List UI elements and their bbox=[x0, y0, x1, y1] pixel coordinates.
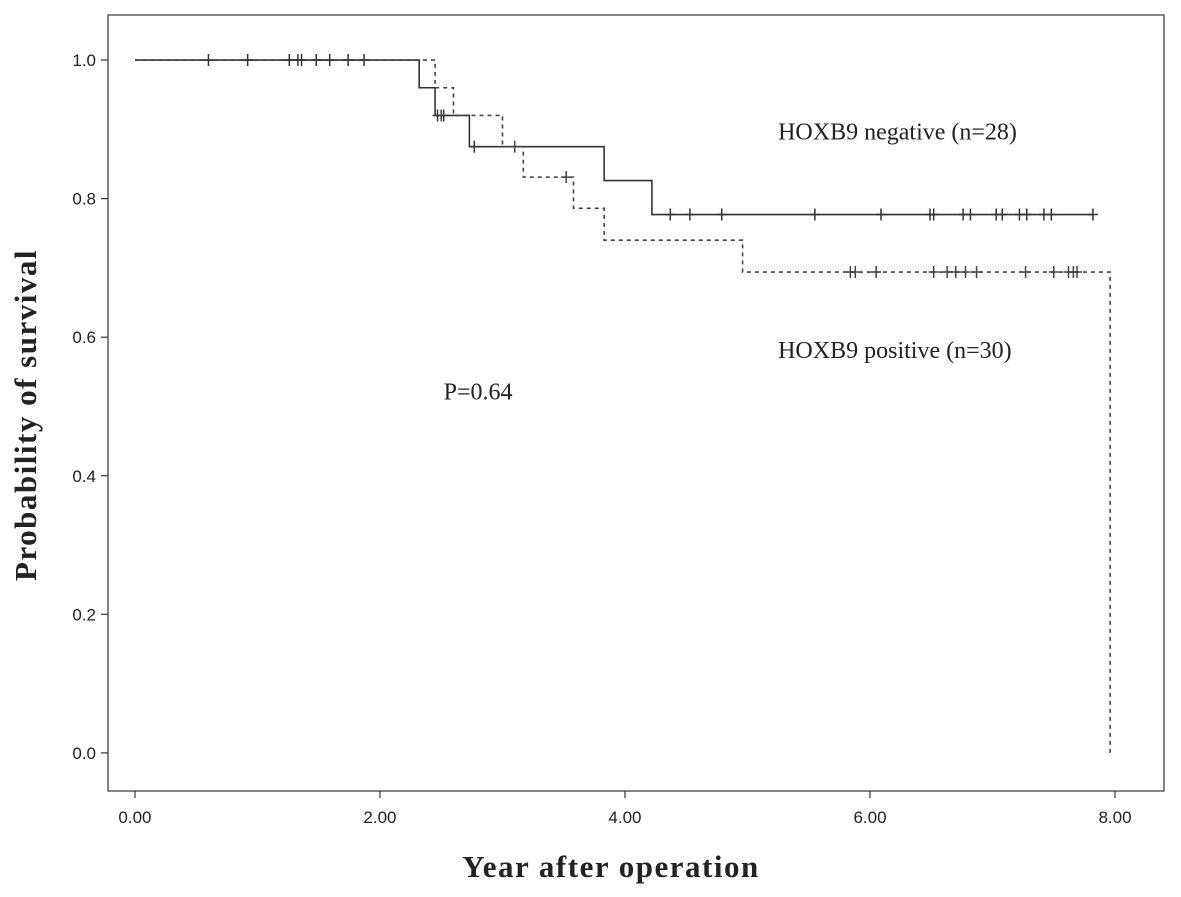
censor-mark bbox=[561, 171, 572, 184]
plot-frame bbox=[107, 14, 1165, 792]
censor-mark bbox=[359, 54, 370, 67]
censor-mark bbox=[1020, 266, 1031, 279]
censor-mark bbox=[311, 54, 322, 67]
y-axis-title: Probability of survival bbox=[8, 249, 43, 581]
censor-mark bbox=[509, 140, 520, 153]
x-tick-label: 8.00 bbox=[1098, 808, 1131, 827]
censor-mark bbox=[1087, 208, 1098, 221]
y-tick-label: 0.4 bbox=[72, 467, 96, 486]
x-axis-title: Year after operation bbox=[462, 849, 759, 884]
censor-mark bbox=[928, 266, 939, 279]
x-tick-label: 6.00 bbox=[853, 808, 886, 827]
annotation-1: HOXB9 negative (n=28) bbox=[778, 120, 1017, 146]
censor-mark bbox=[469, 140, 480, 153]
censor-mark bbox=[436, 109, 447, 122]
annotations: HOXB9 negative (n=28) HOXB9 positive (n=3… bbox=[444, 120, 1017, 406]
x-tick-label: 4.00 bbox=[608, 808, 641, 827]
censor-mark bbox=[876, 208, 887, 221]
censor-mark bbox=[1046, 208, 1057, 221]
censor-marks bbox=[203, 54, 1098, 279]
censor-mark bbox=[942, 266, 953, 279]
y-tick-label: 1.0 bbox=[72, 51, 96, 70]
censor-mark bbox=[296, 54, 307, 67]
censor-mark bbox=[343, 54, 354, 67]
censor-mark bbox=[665, 208, 676, 221]
y-tick-label: 0.8 bbox=[72, 190, 96, 209]
censor-mark bbox=[928, 208, 939, 221]
censor-mark bbox=[203, 54, 214, 67]
survival-curve-2 bbox=[134, 59, 1111, 753]
y-tick-label: 0.6 bbox=[72, 328, 96, 347]
censor-mark bbox=[965, 208, 976, 221]
y-tick-label: 0.0 bbox=[72, 744, 96, 763]
censor-mark bbox=[1072, 266, 1083, 279]
censor-mark bbox=[1048, 266, 1059, 279]
censor-mark bbox=[971, 266, 982, 279]
censor-mark bbox=[242, 54, 253, 67]
censor-mark bbox=[850, 266, 861, 279]
x-tick-label: 2.00 bbox=[363, 808, 396, 827]
survival-curves bbox=[134, 59, 1111, 753]
censor-mark bbox=[324, 54, 335, 67]
censor-mark bbox=[997, 208, 1008, 221]
censor-mark bbox=[871, 266, 882, 279]
annotation-2: HOXB9 positive (n=30) bbox=[778, 338, 1012, 364]
x-axis-ticks: 0.00 2.00 4.00 6.00 8.00 bbox=[118, 791, 1132, 827]
censor-mark bbox=[684, 208, 695, 221]
censor-mark bbox=[1021, 208, 1032, 221]
censor-mark bbox=[809, 208, 820, 221]
y-tick-label: 0.2 bbox=[72, 605, 96, 624]
y-axis-ticks: 0.0 0.2 0.4 0.6 0.8 1.0 bbox=[72, 51, 108, 763]
survival-curve-1 bbox=[134, 59, 1093, 216]
censor-mark bbox=[284, 54, 295, 67]
censor-mark bbox=[716, 208, 727, 221]
censor-mark bbox=[960, 266, 971, 279]
annotation-3: P=0.64 bbox=[444, 380, 513, 406]
x-tick-label: 0.00 bbox=[118, 808, 151, 827]
censor-mark bbox=[950, 266, 961, 279]
